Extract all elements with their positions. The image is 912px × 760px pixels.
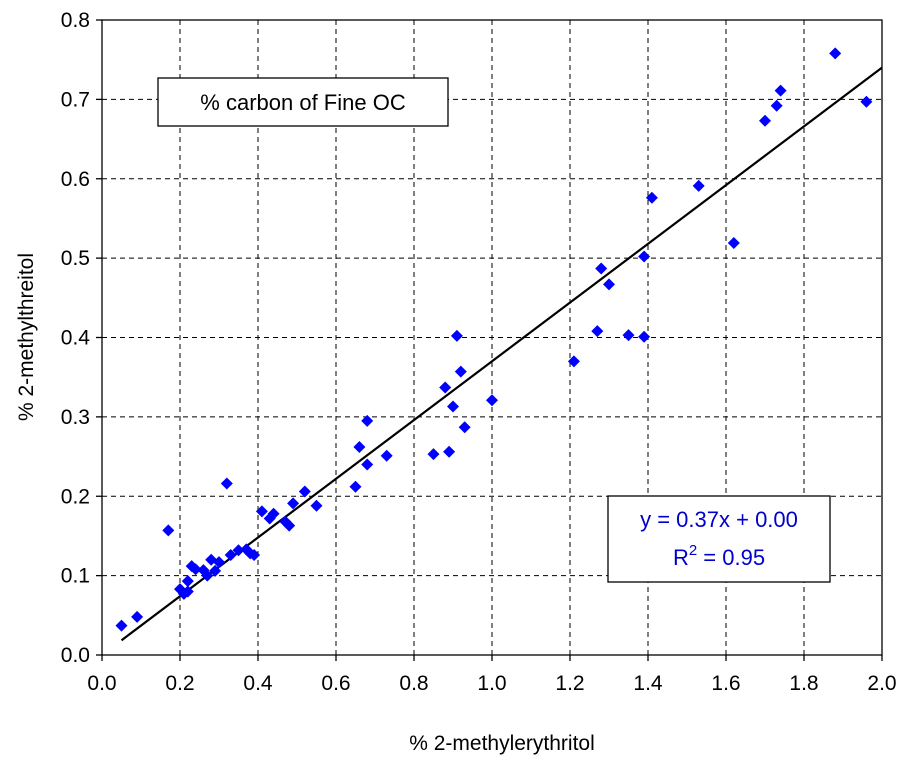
data-point — [603, 278, 615, 291]
data-point — [692, 179, 705, 192]
y-tick-label: 0.7 — [61, 88, 90, 111]
x-tick-label: 0.6 — [321, 672, 350, 695]
x-tick-label: 1.6 — [711, 672, 740, 695]
series-label-box: % carbon of Fine OC — [157, 77, 449, 127]
data-point — [213, 556, 225, 569]
data-point — [361, 458, 374, 471]
x-tick-label: 1.0 — [477, 672, 506, 695]
data-point — [349, 480, 362, 493]
x-tick-label: 2.0 — [867, 672, 896, 695]
data-point — [759, 114, 771, 127]
data-point — [131, 610, 144, 623]
data-point — [427, 448, 440, 461]
x-axis-title: % 2-methylerythritol — [409, 732, 595, 755]
y-axis-tick-labels: 0.0 0.1 0.2 0.3 0.4 0.5 0.6 0.7 0.8 — [61, 9, 91, 667]
r-squared-value: = 0.95 — [697, 545, 765, 570]
data-point — [189, 563, 202, 576]
data-point — [622, 329, 635, 342]
y-tick-label: 0.6 — [61, 168, 90, 191]
y-tick-label: 0.3 — [61, 406, 90, 429]
x-tick-label: 1.8 — [789, 672, 818, 695]
data-point — [248, 548, 261, 561]
y-axis-title: % 2-methylthreitol — [15, 253, 38, 421]
data-point — [181, 575, 194, 588]
data-point — [447, 400, 459, 413]
x-axis-tick-labels: 0.0 0.2 0.4 0.6 0.8 1.0 1.2 1.4 1.6 1.8 2.0 — [87, 672, 896, 695]
r-squared-text: R2 = 0.95 — [673, 542, 765, 570]
data-point — [220, 477, 233, 490]
data-point — [829, 47, 842, 60]
data-point — [591, 325, 604, 338]
trend-line — [120, 66, 883, 642]
data-point — [450, 329, 463, 342]
regression-equation-frame — [607, 495, 831, 583]
data-point — [380, 449, 393, 462]
data-point — [595, 262, 608, 275]
data-point — [162, 524, 175, 537]
y-tick-label: 0.0 — [61, 644, 90, 667]
data-point — [267, 507, 280, 520]
data-point — [727, 237, 740, 250]
data-point — [361, 414, 374, 427]
data-point — [298, 485, 311, 498]
y-tick-label: 0.5 — [61, 247, 90, 270]
data-point — [770, 99, 783, 112]
data-point — [774, 84, 787, 97]
x-tick-label: 0.4 — [243, 672, 273, 695]
data-points — [115, 47, 873, 632]
data-point — [638, 330, 651, 343]
data-point — [224, 548, 237, 561]
data-point — [454, 365, 467, 378]
series-label-frame — [157, 77, 449, 127]
data-point — [439, 381, 452, 394]
data-point — [860, 95, 873, 108]
data-point — [232, 544, 245, 557]
y-tick-label: 0.8 — [61, 9, 90, 32]
x-tick-label: 1.4 — [633, 672, 663, 695]
series-label-text: % carbon of Fine OC — [200, 90, 406, 115]
regression-equation-box: y = 0.37x + 0.00 R2 = 0.95 — [607, 495, 831, 583]
data-point — [567, 355, 580, 368]
data-point — [486, 394, 498, 407]
data-point — [458, 421, 471, 434]
x-tick-label: 0.0 — [87, 672, 116, 695]
y-tick-label: 0.4 — [61, 327, 91, 350]
data-point — [638, 250, 651, 263]
data-point — [115, 619, 128, 632]
x-tick-label: 0.8 — [399, 672, 428, 695]
axis-ticks — [96, 19, 883, 661]
data-point — [201, 569, 214, 582]
data-point — [255, 505, 268, 518]
data-point — [310, 499, 323, 512]
y-tick-label: 0.1 — [61, 565, 90, 588]
data-point — [645, 191, 658, 204]
data-point — [209, 564, 222, 577]
x-tick-label: 1.2 — [555, 672, 584, 695]
data-point — [443, 445, 456, 458]
x-tick-label: 0.2 — [165, 672, 194, 695]
y-tick-label: 0.2 — [61, 485, 90, 508]
r-squared-exponent: 2 — [689, 542, 697, 559]
data-point — [283, 519, 296, 532]
regression-equation-text: y = 0.37x + 0.00 — [640, 507, 798, 532]
data-point — [353, 441, 366, 454]
data-point — [287, 497, 300, 510]
data-point — [181, 585, 194, 598]
r-squared-base: R — [673, 545, 689, 570]
